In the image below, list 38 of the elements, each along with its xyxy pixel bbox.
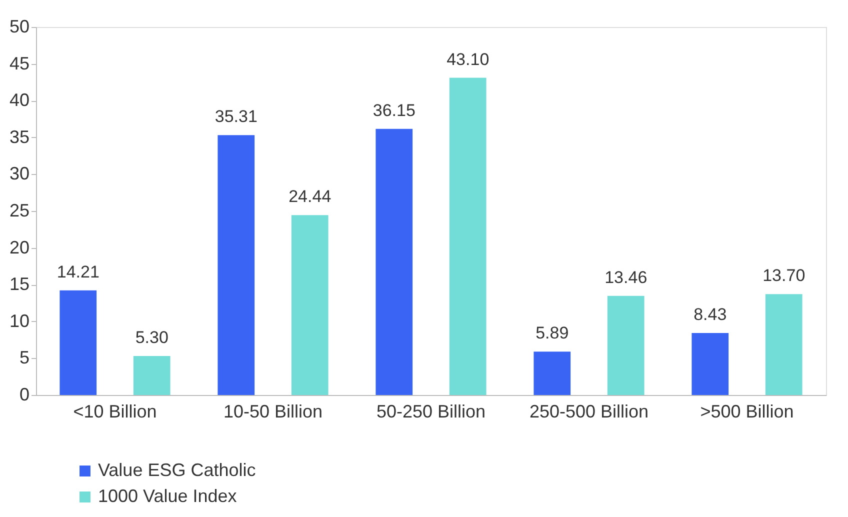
bar	[607, 296, 644, 395]
y-tick-label: 50	[9, 16, 30, 36]
y-tick-label: 15	[9, 274, 30, 294]
bar	[449, 78, 486, 395]
x-tick-label: 10-50 Billion	[223, 402, 323, 422]
x-tick-label: 50-250 Billion	[376, 402, 486, 422]
x-tick-label: 250-500 Billion	[529, 402, 649, 422]
x-tick-label: <10 Billion	[73, 402, 157, 422]
bar	[534, 352, 571, 395]
x-tick-label: >500 Billion	[700, 402, 794, 422]
data-label: 8.43	[694, 304, 727, 324]
legend-label: 1000 Value Index	[98, 486, 237, 506]
bar	[218, 135, 255, 395]
data-label: 24.44	[288, 187, 332, 206]
y-tick-label: 5	[19, 348, 30, 368]
data-label: 5.89	[536, 324, 569, 343]
data-label: 14.21	[56, 262, 100, 282]
bar	[133, 356, 170, 395]
bar	[291, 215, 328, 395]
y-tick-label: 45	[9, 53, 30, 74]
data-label: 5.30	[135, 328, 168, 347]
y-tick-label: 0	[19, 384, 30, 404]
bar	[60, 290, 97, 395]
y-tick-label: 20	[9, 237, 30, 258]
data-label: 43.10	[446, 50, 490, 69]
bar	[692, 332, 729, 395]
data-label: 36.15	[372, 100, 416, 120]
bar	[765, 294, 802, 395]
y-tick-label: 30	[9, 164, 30, 184]
data-label: 13.46	[604, 268, 648, 287]
bar	[376, 128, 413, 395]
legend-label: Value ESG Catholic	[98, 460, 256, 480]
y-tick-label: 40	[9, 90, 30, 110]
data-label: 13.70	[762, 266, 806, 286]
y-tick-label: 10	[9, 310, 30, 331]
y-tick-label: 35	[9, 126, 30, 147]
data-label: 35.31	[214, 107, 258, 126]
y-tick-label: 25	[9, 200, 30, 220]
